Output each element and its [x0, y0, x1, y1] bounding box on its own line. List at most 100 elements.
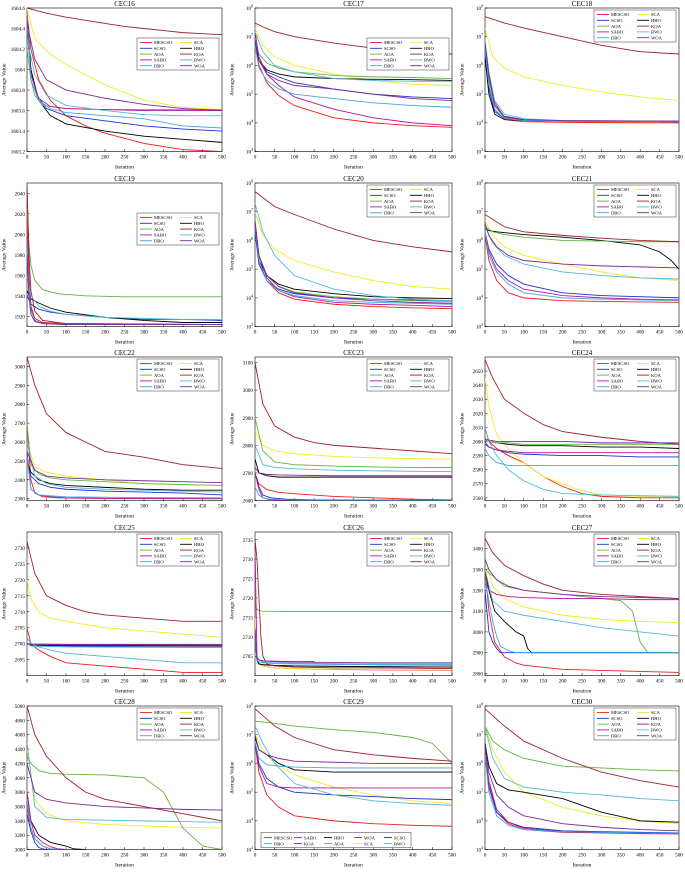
legend-label: MESCSO [611, 12, 630, 17]
legend-label: MESCSO [611, 711, 630, 716]
series-line-woa [485, 558, 679, 599]
y-tick-label: 4000 [15, 776, 26, 782]
y-tick-label: 4800 [15, 719, 26, 725]
legend-label: SABO [384, 58, 397, 63]
legend: MESCSO SCA SCSO HHO AOA KOA SABO BWO DBO WOA [136, 533, 220, 566]
legend-label: BWO [194, 379, 205, 384]
legend-label: WOA [651, 210, 663, 215]
series-line-bwo [27, 274, 222, 320]
y-tick-label: 1980 [15, 252, 26, 258]
legend-label: BWO [651, 553, 662, 558]
y-tick-label: 106 [246, 62, 253, 69]
x-tick-label: 400 [409, 155, 417, 161]
legend-label: WOA [424, 559, 436, 564]
legend-label: SCSO [154, 46, 166, 51]
y-tick-label: 2800 [473, 671, 484, 677]
x-tick-label: 250 [121, 504, 129, 510]
x-tick-label: 200 [330, 678, 338, 684]
y-tick-label: 2725 [15, 562, 26, 568]
x-tick-label: 250 [121, 853, 129, 859]
x-tick-label: 100 [62, 504, 70, 510]
legend-label: HHO [424, 193, 435, 198]
x-tick-label: 350 [160, 155, 168, 161]
y-axis-label: Average Value [2, 761, 8, 794]
y-tick-label: 2695 [15, 657, 26, 663]
legend-label: SABO [611, 728, 624, 733]
x-tick-label: 200 [559, 329, 567, 335]
legend-label: WOA [424, 385, 436, 390]
y-tick-label: 107 [246, 208, 253, 215]
series-line-dbo [255, 636, 452, 665]
x-tick-label: 100 [291, 504, 299, 510]
y-tick-label: 1960 [15, 273, 26, 279]
legend-label: BWO [651, 379, 662, 384]
x-tick-label: 400 [179, 678, 187, 684]
y-tick-label: 104 [246, 818, 253, 825]
x-axis-label: Iteration [344, 339, 363, 345]
y-tick-label: 2600 [243, 499, 254, 505]
legend-label: KOA [651, 24, 662, 29]
series-line-woa [485, 746, 679, 832]
y-tick-label: 2725 [243, 576, 254, 582]
x-tick-label: 200 [330, 853, 338, 859]
legend-label: SCSO [154, 221, 166, 226]
series-line-bwo [255, 31, 452, 82]
y-axis-label: Average Value [460, 63, 466, 96]
x-tick-label: 150 [310, 155, 318, 161]
series-line-bwo [485, 569, 679, 637]
series-line-sca [27, 7, 222, 110]
series-line-bwo [485, 226, 679, 280]
y-tick-label: 106 [476, 237, 483, 244]
series-line-sca [485, 726, 679, 825]
legend-label: SABO [154, 553, 167, 558]
x-tick-label: 100 [291, 853, 299, 859]
x-tick-label: 150 [310, 329, 318, 335]
series-line-koa [485, 359, 679, 445]
legend-label: WOA [194, 734, 206, 739]
chart-panel-cec19: CEC19 0 50 100 150 200 250 300 350 400 450 500 1920 1… [0, 175, 228, 350]
series-line-woa [255, 39, 452, 101]
y-tick-label: 107 [246, 732, 253, 739]
legend-label: KOA [651, 373, 662, 378]
x-axis-label: Iteration [344, 688, 363, 694]
legend-label: DBO [154, 734, 164, 739]
legend-label: HHO [424, 542, 435, 547]
legend-label: AOA [611, 722, 622, 727]
y-tick-label: 3800 [15, 791, 26, 797]
series-line-bwo [27, 636, 222, 664]
x-tick-label: 100 [520, 155, 528, 161]
series-line-woa [27, 451, 222, 484]
y-tick-label: 3200 [15, 834, 26, 840]
legend-label: KOA [424, 548, 435, 553]
legend-label: BWO [424, 58, 435, 63]
series-line-dbo [255, 486, 452, 501]
x-tick-label: 500 [448, 504, 456, 510]
x-tick-label: 400 [409, 504, 417, 510]
x-tick-label: 200 [101, 504, 109, 510]
x-tick-label: 300 [140, 853, 148, 859]
x-tick-label: 450 [428, 504, 436, 510]
x-tick-label: 150 [539, 155, 547, 161]
legend-label: AOA [384, 52, 395, 57]
series-line-woa [485, 222, 679, 269]
x-tick-label: 300 [598, 853, 606, 859]
legend-label: SCA [651, 711, 661, 716]
series-line-scso [27, 460, 222, 496]
series-line-bwo [27, 38, 222, 117]
series-line-scso [27, 813, 47, 850]
series-line-mescso [485, 234, 679, 303]
x-tick-label: 0 [484, 504, 487, 510]
legend: MESCSO SCA SCSO HHO AOA KOA SABO BWO DBO WOA [593, 358, 677, 392]
series-line-sca [255, 211, 452, 290]
x-tick-label: 150 [310, 853, 318, 859]
legend-label: DBO [611, 35, 621, 40]
x-tick-label: 400 [409, 678, 417, 684]
chart-svg: CEC18 0 50 100 150 200 250 300 350 400 450 500 103 10… [460, 0, 684, 171]
legend-label: DBO [384, 63, 394, 68]
chart-svg: CEC16 0 50 100 150 200 250 300 350 400 450 500 1603.… [2, 0, 227, 171]
y-tick-label: 1604.4 [11, 27, 26, 33]
x-tick-label: 500 [448, 329, 456, 335]
chart-panel-cec30: CEC30 0 50 100 150 200 250 300 350 400 450 500 103 10… [458, 698, 685, 873]
legend-label: KOA [304, 842, 315, 847]
series-line-dbo [485, 755, 679, 835]
